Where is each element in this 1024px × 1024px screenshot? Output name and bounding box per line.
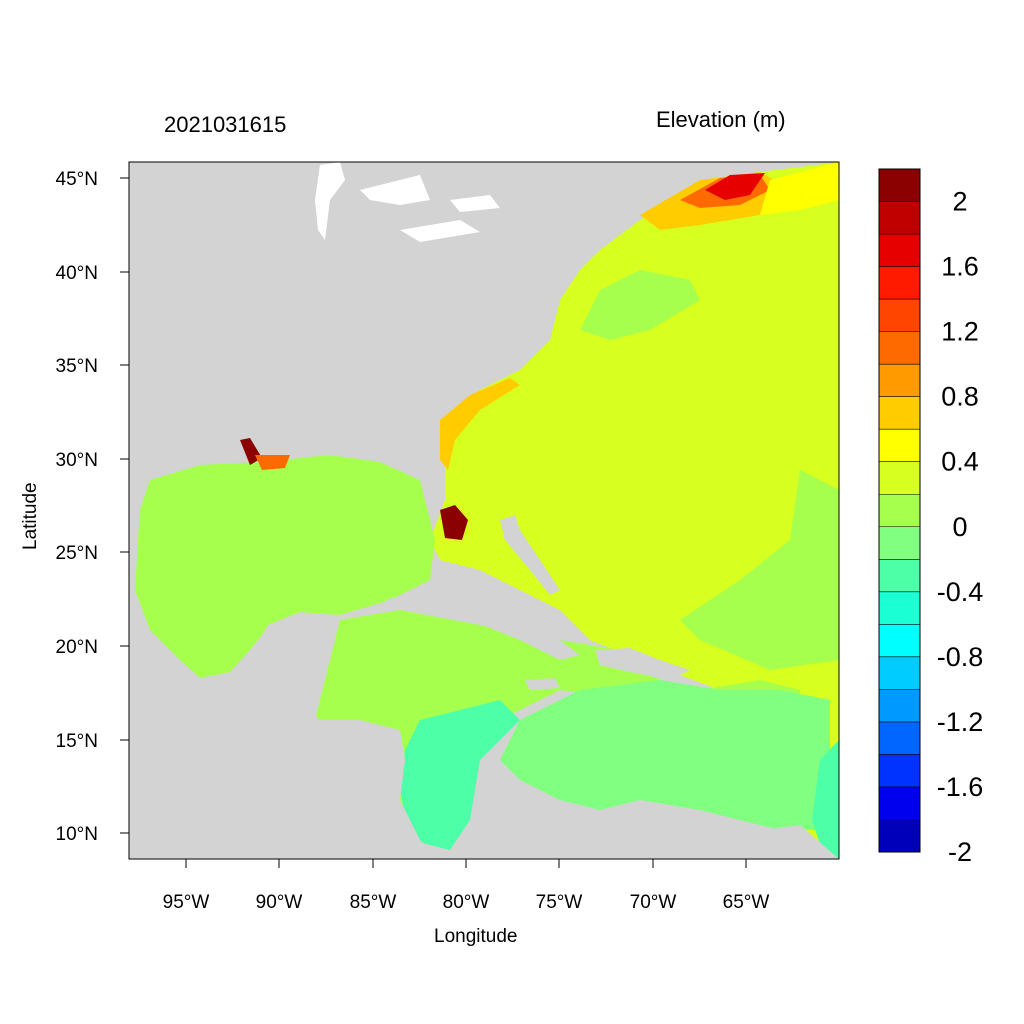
jamaica <box>525 678 560 690</box>
north-atlantic-band <box>760 162 839 215</box>
colorbar-swatch <box>879 364 920 398</box>
x-tick-label: 65°W <box>723 892 770 913</box>
y-tick-label: 40°N <box>56 263 98 284</box>
colorbar-swatch <box>879 656 920 690</box>
y-tick-label: 30°N <box>56 450 98 471</box>
colorbar-swatch <box>879 591 920 625</box>
yucatan <box>240 612 340 720</box>
colorbar-label: 0 <box>952 512 967 542</box>
x-tick-label: 70°W <box>630 892 677 913</box>
colorbar-swatch <box>879 299 920 333</box>
colorbar-swatch <box>879 429 920 463</box>
colorbar-swatch <box>879 624 920 658</box>
y-tick-label: 10°N <box>56 824 98 845</box>
colorbar-swatch <box>879 266 920 300</box>
colorbar-swatch <box>879 721 920 755</box>
florida-tip-extreme <box>440 505 468 540</box>
colorbar-swatch <box>879 396 920 430</box>
colorbar-label: 1.2 <box>941 317 979 347</box>
colorbar-frame <box>878 168 921 853</box>
y-tick-label: 35°N <box>56 356 98 377</box>
gulf-of-mexico <box>135 455 435 678</box>
gulf-coast-surge-orange <box>255 455 290 470</box>
colorbar-label: -2 <box>948 837 972 867</box>
hispaniola <box>595 648 690 680</box>
colorbar-label: 0.4 <box>941 447 979 477</box>
map-panel <box>129 162 839 859</box>
x-tick-label: 95°W <box>163 892 210 913</box>
caribbean-sea-lower <box>500 680 830 830</box>
timestamp-title: 2021031615 <box>164 112 287 137</box>
atlantic-pool-east <box>680 470 839 670</box>
y-ticks: 45°N 40°N 35°N 30°N 25°N 20°N 15°N 10°N <box>56 169 129 845</box>
cuba <box>385 590 580 660</box>
colorbar-label: -0.8 <box>937 642 984 672</box>
colorbar-label: -1.6 <box>937 772 984 802</box>
x-tick-label: 85°W <box>350 892 397 913</box>
y-tick-label: 25°N <box>56 543 98 564</box>
western-caribbean-low <box>400 700 520 850</box>
south-america <box>540 805 839 859</box>
great-lakes <box>315 162 500 242</box>
y-tick-label: 45°N <box>56 169 98 190</box>
colorbar-swatch <box>879 201 920 235</box>
map-frame <box>128 161 840 860</box>
colorbar-swatch <box>879 819 920 853</box>
colorbar-swatch <box>879 526 920 560</box>
x-axis-label: Longitude <box>434 926 518 947</box>
colorbar-label: 0.8 <box>941 382 979 412</box>
colorbar: 2 1.6 1.2 0.8 0.4 0 -0.4 -0.8 -1.2 -1.6 -2 <box>878 168 984 867</box>
gulf-coast-surge <box>240 438 262 465</box>
southeast-coast-surge <box>440 378 520 470</box>
colorbar-label: -1.2 <box>937 707 984 737</box>
colorbar-swatch <box>879 169 920 203</box>
colorbar-swatch <box>879 559 920 593</box>
x-tick-label: 90°W <box>256 892 303 913</box>
colorbar-label: -0.4 <box>937 577 984 607</box>
colorbar-swatch <box>879 786 920 820</box>
colorbar-swatch <box>879 689 920 723</box>
lesser-antilles-low <box>812 740 839 859</box>
colorbar-swatch <box>879 494 920 528</box>
colorbar-swatch <box>879 234 920 268</box>
central-america <box>129 690 440 859</box>
x-ticks: 95°W 90°W 85°W 80°W 75°W 70°W 65°W <box>163 859 770 913</box>
y-tick-label: 20°N <box>56 637 98 658</box>
colorbar-swatch <box>879 754 920 788</box>
variable-title: Elevation (m) <box>656 107 786 132</box>
y-tick-label: 15°N <box>56 731 98 752</box>
colorbar-swatch <box>879 461 920 495</box>
x-tick-label: 80°W <box>443 892 490 913</box>
colorbar-label: 1.6 <box>941 252 979 282</box>
x-tick-label: 75°W <box>536 892 583 913</box>
atlantic-pool-north <box>580 270 700 340</box>
colorbar-label: 2 <box>952 187 967 217</box>
northeast-surge-peak <box>705 173 765 200</box>
colorbar-swatch <box>879 331 920 365</box>
bahamas <box>500 515 560 595</box>
